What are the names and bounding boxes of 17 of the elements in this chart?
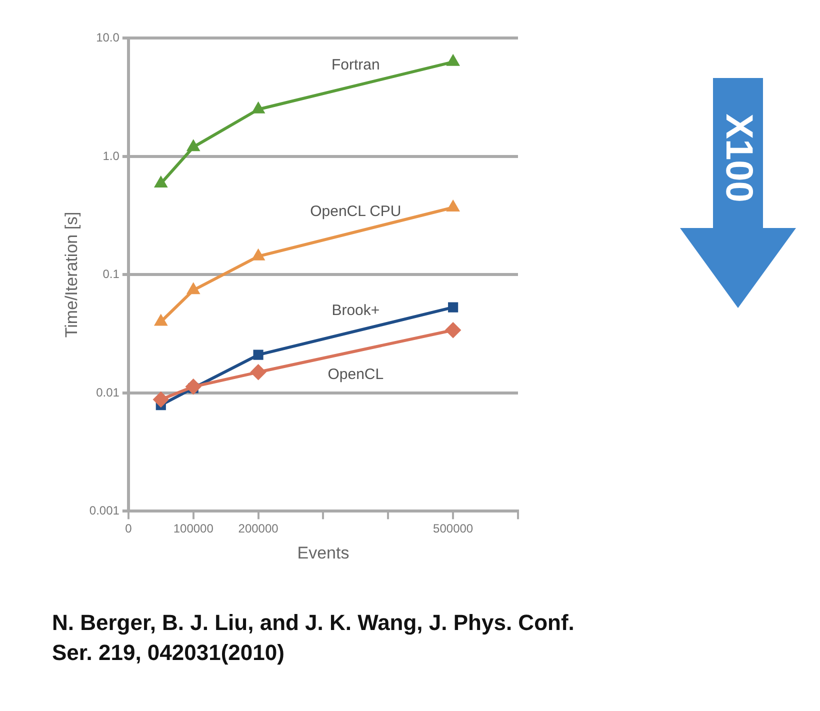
x-tick-label: 100000 (173, 522, 214, 536)
text: N. Berger, B. J. Liu, and J. K. Wang, J. Phys. Conf. Ser. 219, 042031(2010) (52, 609, 576, 667)
y-tick-label: 0.01 (96, 385, 120, 400)
series-label: OpenCL (328, 366, 384, 384)
series-label: Fortran (332, 56, 380, 74)
x-tick-label: 500000 (433, 522, 474, 536)
y-tick-label: 0.001 (89, 504, 120, 518)
y-axis-title: Time/Iteration [s] (62, 212, 81, 338)
x-tick-label: 0 (125, 522, 132, 536)
y-tick-label: 10.0 (96, 30, 120, 45)
x-axis-title: Events (297, 543, 350, 562)
y-tick-label: 0.1 (102, 267, 120, 282)
series-label: OpenCL CPU (310, 202, 402, 220)
arrow-icon: X100 (680, 78, 796, 308)
series-label: Brook+ (332, 302, 380, 320)
x-tick-label: 200000 (238, 522, 279, 536)
y-tick-label: 1.0 (102, 148, 120, 163)
